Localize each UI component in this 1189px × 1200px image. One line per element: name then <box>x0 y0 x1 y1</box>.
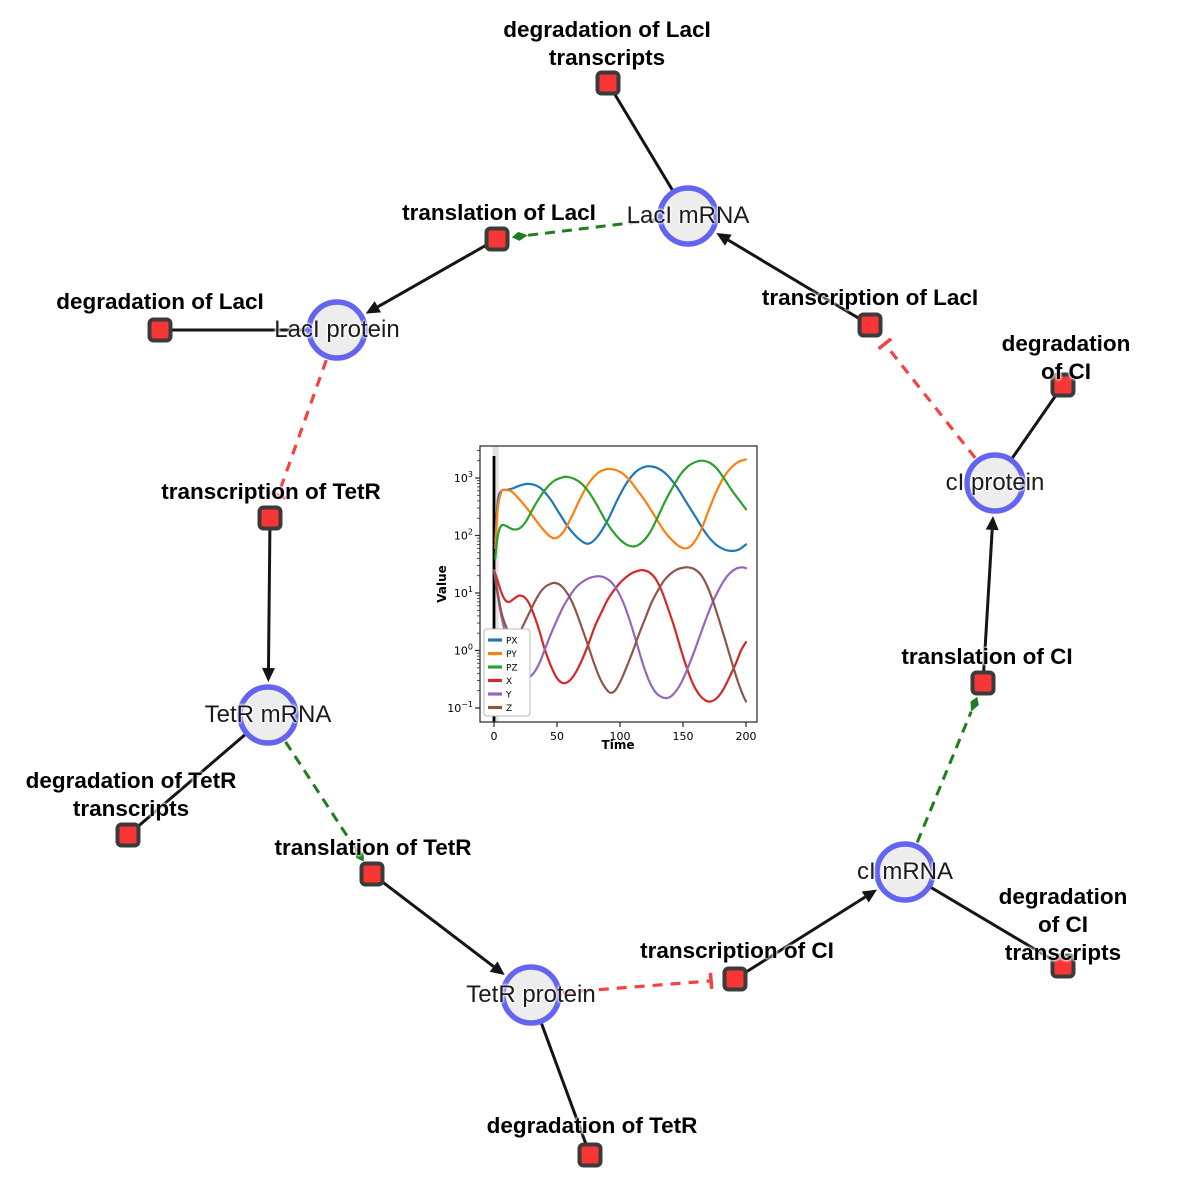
series-PY <box>494 458 748 550</box>
edge-transcription-laci-laci-mrna <box>727 238 871 327</box>
simulation-plot: 103 102 101 100 10−1 0 50 100 150 200 PX PY PZ X Y Z Ti… <box>428 430 780 762</box>
x-tick-label: 50 <box>550 730 564 743</box>
series-PZ <box>494 459 748 560</box>
y-axis-label: Value <box>435 565 449 603</box>
reaction-node-transcription-laci <box>857 312 883 338</box>
edge-laci-protein-transcription-tetr-tbar <box>269 491 287 500</box>
legend-label-PX: PX <box>506 637 518 647</box>
plot-canvas: 103 102 101 100 10−1 0 50 100 150 200 PX PY PZ XYZ <box>447 445 758 743</box>
legend-label-PY: PY <box>506 650 517 660</box>
legend-label-Y: Y <box>505 691 512 701</box>
edge-translation-laci-laci-protein <box>377 237 498 309</box>
x-tick-label: 100 <box>610 730 631 743</box>
species-node-laci-mrna <box>657 185 719 247</box>
reaction-node-translation-tetr <box>359 861 385 887</box>
edge-ci-protein-transcription-laci <box>883 342 977 459</box>
reaction-node-transcription-ci <box>722 966 748 992</box>
reaction-node-transcription-tetr <box>257 505 283 531</box>
reaction-node-translation-ci <box>970 670 996 696</box>
reaction-node-deg-laci-transcripts <box>595 70 621 96</box>
edge-ci-mrna-translation-ci <box>915 711 973 843</box>
edge-transcription-tetr-tetr-mrna-arrowhead <box>261 667 275 683</box>
x-tick-label: 0 <box>491 730 498 743</box>
reaction-node-deg-tetr-transcripts <box>115 822 141 848</box>
edge-transcription-ci-ci-mrna <box>734 895 867 981</box>
species-node-ci-protein <box>964 452 1026 514</box>
edge-transcription-laci-laci-mrna-arrowhead <box>716 232 732 246</box>
edge-translation-laci-laci-protein-arrowhead <box>365 301 382 314</box>
edge-ci-mrna-translation-ci-arrowhead <box>970 696 979 712</box>
edge-laci-protein-transcription-tetr <box>276 359 328 496</box>
series-PX <box>494 465 748 553</box>
reaction-node-deg-tetr <box>577 1142 603 1168</box>
edge-tetr-mrna-translation-tetr <box>284 740 357 849</box>
y-tick-label: 101 <box>454 585 473 600</box>
species-node-laci-protein <box>306 299 368 361</box>
edge-translation-ci-ci-protein-arrowhead <box>985 515 999 531</box>
reaction-node-deg-ci <box>1050 372 1076 398</box>
edge-translation-tetr-tetr-protein <box>371 872 495 968</box>
species-node-tetr-mrna <box>237 684 299 746</box>
edge-tetr-protein-transcription-ci <box>562 979 712 995</box>
x-tick-label: 150 <box>673 730 694 743</box>
edge-tetr-mrna-translation-tetr-arrowhead <box>355 848 364 862</box>
edge-tetr-protein-transcription-ci-tbar <box>708 972 714 989</box>
edge-transcription-tetr-tetr-mrna <box>266 517 272 669</box>
reaction-node-deg-laci <box>147 317 173 343</box>
y-tick-label: 10−1 <box>447 700 473 715</box>
legend-label-Z: Z <box>506 704 512 714</box>
edge-ci-protein-transcription-laci-tbar <box>877 337 893 351</box>
reaction-node-translation-laci <box>484 226 510 252</box>
series-Z <box>492 566 748 703</box>
y-tick-label: 102 <box>454 528 473 543</box>
reaction-node-deg-ci-transcripts <box>1050 953 1076 979</box>
x-axis-label: Time <box>601 738 635 752</box>
legend-label-X: X <box>506 677 512 687</box>
edge-translation-ci-ci-protein <box>981 529 994 684</box>
y-tick-label: 103 <box>454 470 473 485</box>
species-node-ci-mrna <box>874 841 936 903</box>
edge-translation-tetr-tetr-protein-arrowhead <box>489 961 505 976</box>
species-node-tetr-protein <box>500 964 562 1026</box>
x-tick-label: 200 <box>736 730 757 743</box>
edge-laci-mrna-translation-laci-arrowhead <box>511 231 528 241</box>
edge-transcription-ci-ci-mrna-arrowhead <box>861 889 878 903</box>
edge-laci-mrna-translation-laci <box>527 218 657 237</box>
series-X <box>492 568 748 703</box>
plot-axes-frame <box>479 445 758 723</box>
y-tick-label: 100 <box>454 643 473 658</box>
legend-label-PZ: PZ <box>506 664 518 674</box>
